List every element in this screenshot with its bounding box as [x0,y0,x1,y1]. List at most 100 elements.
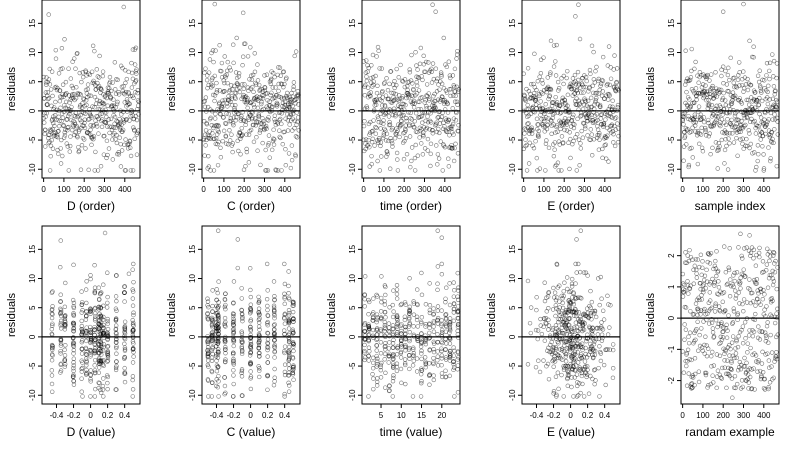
data-point [265,354,270,359]
data-point [543,115,549,120]
data-point [272,349,277,355]
data-point [96,370,102,375]
data-point [210,303,215,309]
data-point [443,317,449,322]
data-point [209,122,214,128]
data-point [282,350,287,356]
data-point [547,93,552,98]
data-point [695,128,701,134]
data-point [223,347,228,352]
data-point [686,78,692,83]
data-point [216,379,221,384]
data-point [370,318,375,323]
data-point [93,386,98,392]
data-point [407,338,412,344]
data-point [272,345,278,350]
data-point [774,105,779,110]
data-point [79,376,84,381]
data-point [765,285,771,290]
data-point [272,137,277,142]
data-point [533,97,539,103]
data-point [447,330,452,335]
data-point [565,275,570,280]
data-point [692,382,697,388]
data-point [689,46,694,52]
data-point [366,353,371,359]
data-point [562,311,567,316]
data-point [453,93,458,99]
data-point [447,373,452,379]
data-point [426,60,431,65]
data-point [693,129,698,134]
data-point [44,102,50,108]
data-point [58,299,63,305]
data-point [276,94,282,99]
data-point [756,324,761,329]
data-point [253,82,259,87]
data-point [387,333,392,339]
data-point [277,65,283,70]
data-point [715,268,721,274]
data-point [259,99,264,105]
data-point [105,380,110,386]
data-point [394,361,400,366]
data-point [289,157,295,163]
data-point [272,297,277,302]
data-point [446,156,451,161]
data-point [362,329,368,335]
data-point [50,120,56,126]
data-point [773,258,778,264]
data-point [399,122,404,127]
data-point [431,355,436,361]
data-point [364,58,369,63]
data-point [114,308,119,313]
data-point [699,297,705,302]
data-point [214,287,219,292]
data-point [364,74,369,79]
plot-frame [680,225,780,405]
data-point [88,368,93,373]
y-tick-label: 15 [28,18,37,27]
data-point [370,128,375,134]
x-tick-label: 5 [379,411,384,420]
data-point [747,287,753,292]
data-point [444,324,449,329]
data-point [528,305,534,310]
data-point [232,106,237,111]
data-point [716,114,721,119]
data-point [419,368,425,373]
data-point [80,329,85,334]
y-tick-label: 15 [28,244,37,253]
data-point [271,311,277,316]
data-point [119,148,125,153]
data-point [693,59,698,65]
data-point [427,348,432,353]
data-point [61,123,66,128]
data-point [732,125,737,130]
data-point [244,132,249,137]
data-point [378,332,384,337]
data-point [456,355,461,360]
data-point [91,136,96,142]
x-tick-label: 400 [278,185,292,194]
data-point [274,93,279,98]
data-point [208,115,213,120]
data-point [290,103,295,109]
data-point [451,280,456,285]
data-point [418,341,424,346]
data-point [568,155,573,161]
data-point [398,302,403,308]
data-point [53,99,58,105]
data-point [419,321,424,326]
data-point [239,125,244,131]
data-point [454,84,459,90]
y-tick-label: 10 [508,274,517,283]
x-axis-label: C (value) [227,425,276,439]
data-point [47,66,52,72]
data-point [589,299,595,305]
data-point [283,163,288,168]
data-point [293,134,299,139]
data-point [758,85,763,90]
data-point [84,349,89,355]
data-point [703,372,709,378]
